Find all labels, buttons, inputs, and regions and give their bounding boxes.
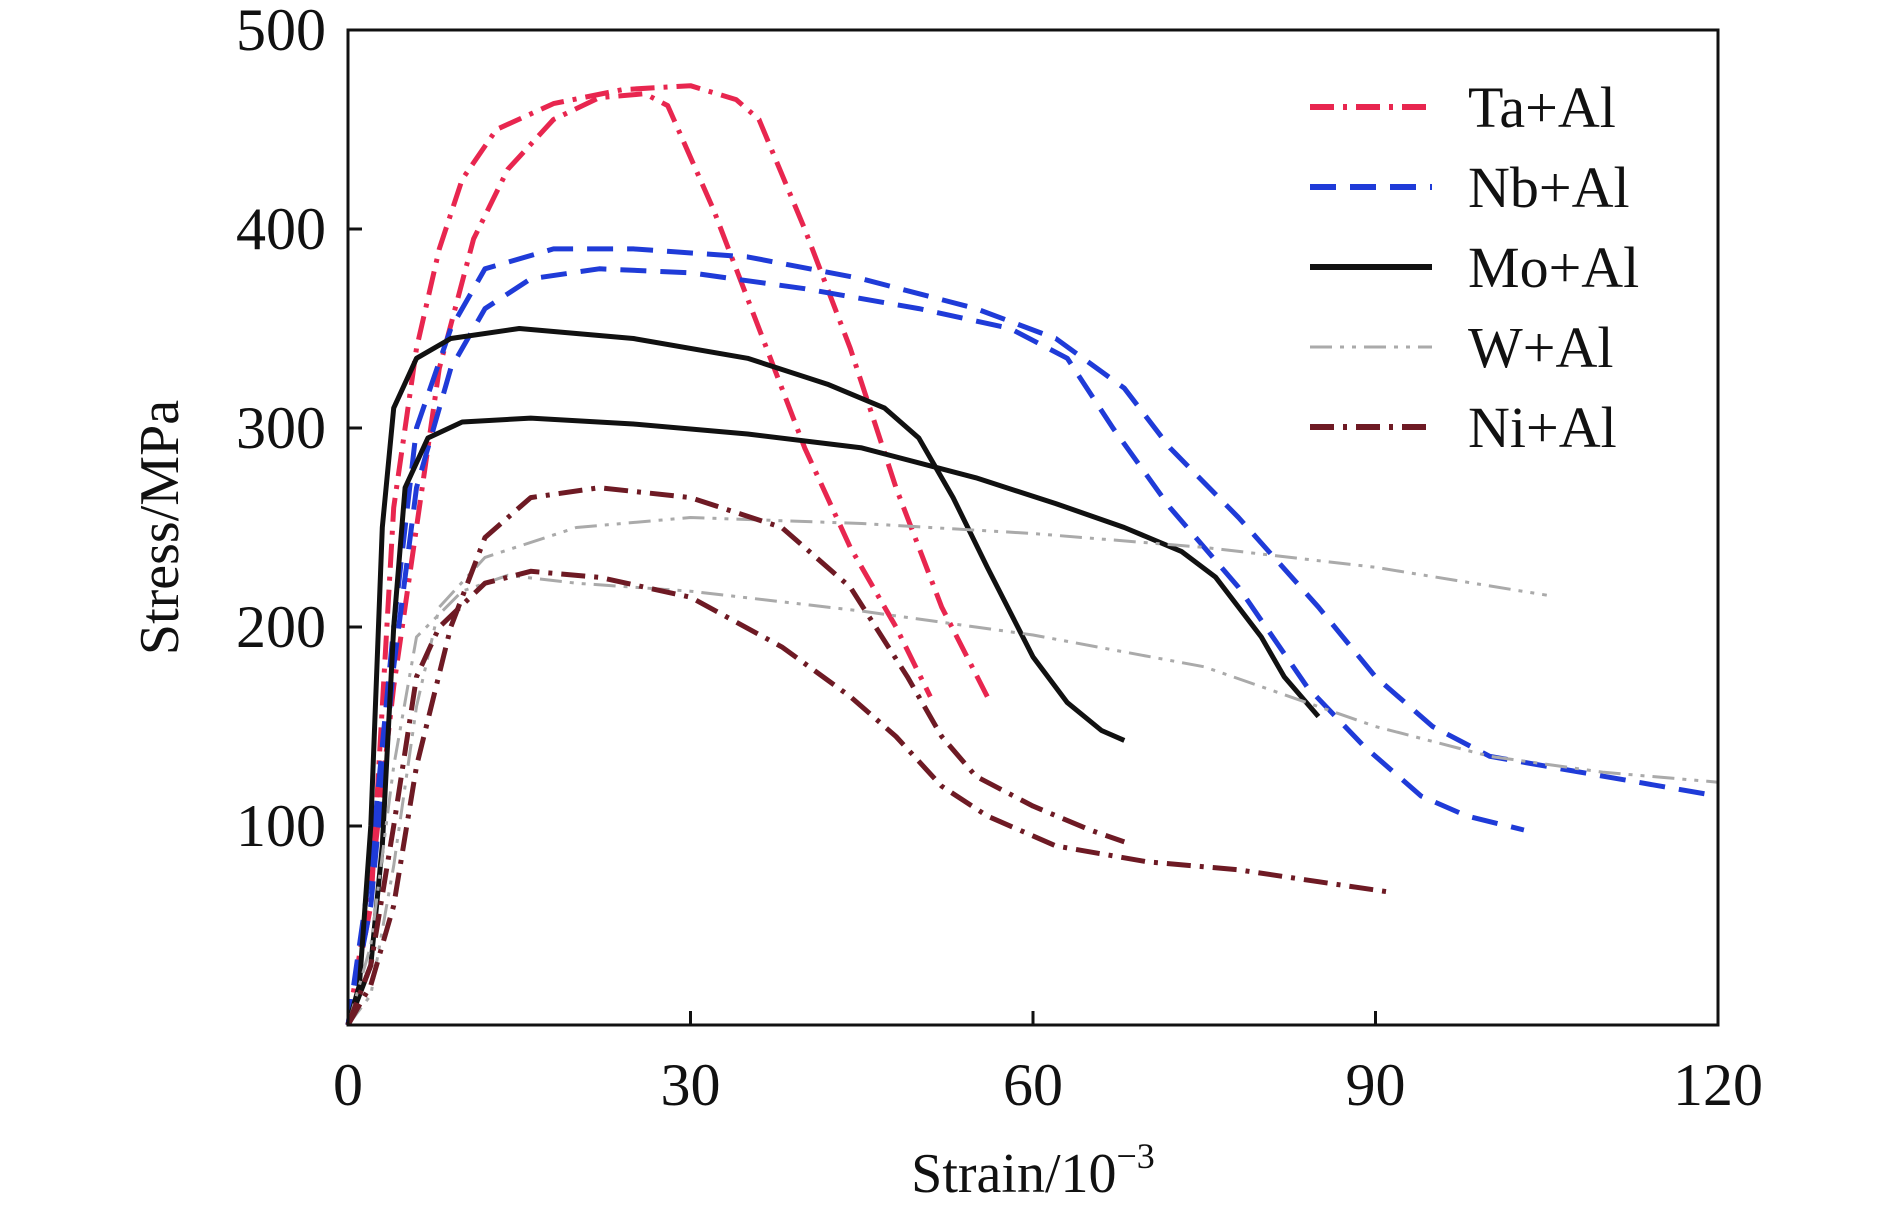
- x-tick-label: 0: [333, 1052, 363, 1118]
- series-layer: [345, 83, 1719, 1027]
- series-line-ta-al-1: [345, 91, 933, 1026]
- y-tick-label: 200: [236, 594, 326, 660]
- x-axis-label-text: Strain/10: [911, 1143, 1116, 1205]
- y-tick-label: 500: [236, 0, 326, 63]
- series-line-w-al-6: [346, 516, 1548, 1026]
- y-tick-label: 300: [236, 395, 326, 461]
- y-axis-label-group: Stress/MPa: [129, 400, 191, 655]
- series-line-ni-al-9: [345, 568, 1388, 1026]
- legend-label-ni-al: Ni+Al: [1468, 395, 1617, 460]
- series-line-mo-al-5: [345, 415, 1321, 1026]
- legend-label-nb-al: Nb+Al: [1468, 155, 1630, 220]
- x-tick-label: 90: [1346, 1052, 1406, 1118]
- x-axis-label-superscript: −3: [1117, 1136, 1155, 1176]
- series-line-ni-al-8: [345, 485, 1126, 1027]
- y-tick-label: 100: [236, 793, 326, 859]
- y-axis-label: Stress/MPa: [129, 400, 191, 655]
- y-tick-label: 400: [236, 196, 326, 262]
- x-axis-label: Strain/10−3: [911, 1136, 1155, 1205]
- series-line-mo-al-4: [345, 326, 1126, 1026]
- ticks-layer: 0 30 60 90 120 100 200 300 400 500: [236, 0, 1763, 1118]
- series-line-ta-al-0: [345, 83, 990, 1026]
- x-tick-label: 120: [1673, 1052, 1763, 1118]
- x-tick-label: 60: [1003, 1052, 1063, 1118]
- series-line-w-al-7: [346, 573, 1719, 1026]
- x-tick-label: 30: [661, 1052, 721, 1118]
- legend-label-w-al: W+Al: [1468, 315, 1613, 380]
- legend-label-mo-al: Mo+Al: [1468, 235, 1639, 300]
- legend: Ta+Al Nb+Al Mo+Al W+Al Ni+Al: [1310, 75, 1639, 460]
- plot-frame: [346, 28, 1720, 1027]
- series-line-nb-al-3: [345, 266, 1525, 1026]
- legend-label-ta-al: Ta+Al: [1468, 75, 1616, 140]
